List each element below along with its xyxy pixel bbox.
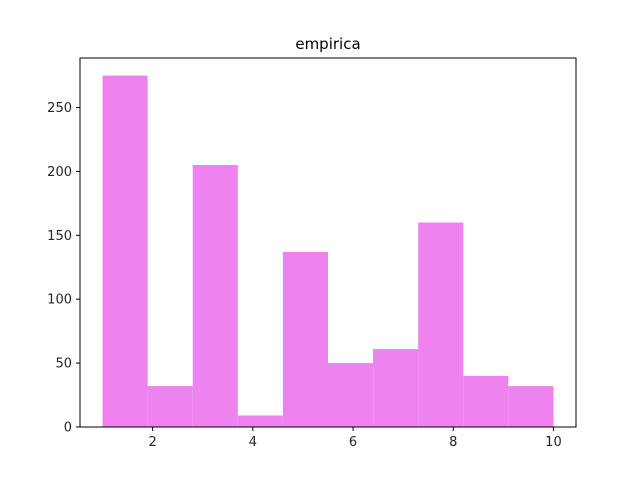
histogram-bar-4 xyxy=(238,415,283,427)
histogram-bar-2 xyxy=(148,386,193,427)
y-tick-label: 0 xyxy=(64,421,72,436)
y-tick-label: 100 xyxy=(47,293,72,308)
x-tick-label: 8 xyxy=(449,435,457,450)
histogram-bar-1 xyxy=(103,76,148,427)
y-tick-label: 250 xyxy=(47,101,72,116)
histogram-bar-3 xyxy=(193,165,238,427)
histogram-bar-8 xyxy=(418,223,463,427)
y-tick-label: 150 xyxy=(47,229,72,244)
x-tick-label: 6 xyxy=(349,435,357,450)
histogram-bar-10 xyxy=(508,386,553,427)
histogram-bar-9 xyxy=(463,376,508,427)
y-tick-label: 200 xyxy=(47,165,72,180)
x-axis: 2 4 6 8 10 xyxy=(149,427,562,450)
x-tick-label: 4 xyxy=(249,435,257,450)
histogram-bar-7 xyxy=(373,349,418,427)
chart-title: empirica xyxy=(295,35,360,53)
bars-group xyxy=(103,76,554,427)
histogram-bar-6 xyxy=(328,363,373,427)
x-tick-label: 2 xyxy=(149,435,157,450)
x-tick-label: 10 xyxy=(545,435,562,450)
y-tick-label: 50 xyxy=(55,357,72,372)
histogram-bar-5 xyxy=(283,252,328,427)
y-axis: 0 50 100 150 200 250 xyxy=(47,101,80,435)
